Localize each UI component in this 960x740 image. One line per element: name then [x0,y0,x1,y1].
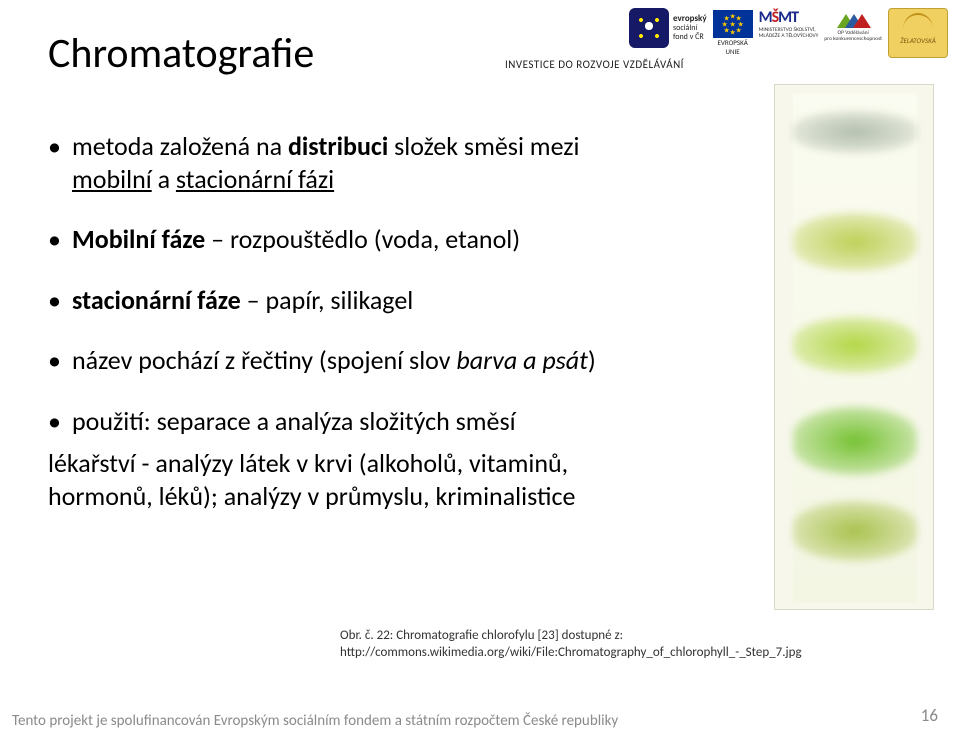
sub-paragraph: lékařství - analýzy látek v krvi (alkoho… [48,447,648,512]
content-area: metoda založená na distribuci složek smě… [48,130,648,540]
caption-line-2: http://commons.wikimedia.org/wiki/File:C… [340,645,802,662]
page-title: Chromatografie [48,28,314,79]
zs-logo-icon: ŽELATOVSKÁ [888,8,948,58]
bullet-4: název pochází z řečtiny (spojení slov ba… [48,344,648,377]
opvk-line-2: pro konkurenceschopnost [824,36,882,42]
invest-tagline: INVESTICE DO ROZVOJE VZDĚLÁVÁNÍ [505,58,684,71]
bullet-3-bold: stacionární fáze [72,284,241,316]
caption-line-1: Obr. č. 22: Chromatografie chlorofylu [2… [340,628,802,645]
band-2 [793,213,917,271]
bullet-4-italic: barva a psát [456,344,587,376]
bullet-1-mid: složek směsi mezi [388,130,579,162]
esf-icon [629,8,669,48]
chromatography-figure [774,84,934,610]
band-4 [793,407,917,475]
bullet-1-u1: mobilní [72,163,152,195]
bullet-3: stacionární fáze – papír, silikagel [48,284,648,317]
logo-row: evropský sociální fond v ČR EVROPSKÁ UNI… [629,8,948,58]
esf-line-3: fond v ČR [673,32,704,42]
msmt-icon: MŠMT [759,8,819,27]
bullet-2-bold: Mobilní fáze [72,223,205,255]
figure-caption: Obr. č. 22: Chromatografie chlorofylu [2… [340,628,802,662]
bullet-2-rest: – rozpouštědlo (voda, etanol) [205,223,520,255]
chromatography-strip [793,93,917,603]
bullet-1-bold: distribuci [288,130,388,162]
msmt-block: MŠMT MINISTERSTVO ŠKOLSTVÍ, MLÁDEŽE A TĚ… [759,8,819,39]
logo-bar: evropský sociální fond v ČR EVROPSKÁ UNI… [629,8,948,86]
zs-label: ŽELATOVSKÁ [900,36,936,45]
band-5 [793,501,917,561]
bullet-2: Mobilní fáze – rozpouštědlo (voda, etano… [48,223,648,256]
eu-label: EVROPSKÁ UNIE [713,38,753,56]
msmt-line-2: MLÁDEŽE A TĚLOVÝCHOVY [759,33,819,39]
bullet-4-pre: název pochází z řečtiny (spojení slov [72,344,456,376]
band-1 [793,111,917,153]
bullet-4-post: ) [588,344,596,376]
eu-flag-icon [713,10,753,38]
bullet-3-rest: – papír, silikagel [241,284,413,316]
eu-flag-block: EVROPSKÁ UNIE [713,8,753,56]
page-number: 16 [921,705,938,726]
bullet-1-pre: metoda založená na [72,130,288,162]
esf-logo-block: evropský sociální fond v ČR [629,8,707,48]
footer-text: Tento projekt je spolufinancován Evropsk… [12,712,618,730]
bullet-1: metoda založená na distribuci složek smě… [48,130,648,195]
opvk-icon [837,8,869,30]
bullet-1-u2: stacionární fázi [176,163,334,195]
opvk-block: OP Vzdělávání pro konkurenceschopnost [824,8,882,42]
bullet-1-and: a [152,163,176,195]
bullet-5: použití: separace a analýza složitých sm… [48,405,648,438]
band-3 [793,317,917,373]
esf-text: evropský sociální fond v ČR [673,14,707,41]
